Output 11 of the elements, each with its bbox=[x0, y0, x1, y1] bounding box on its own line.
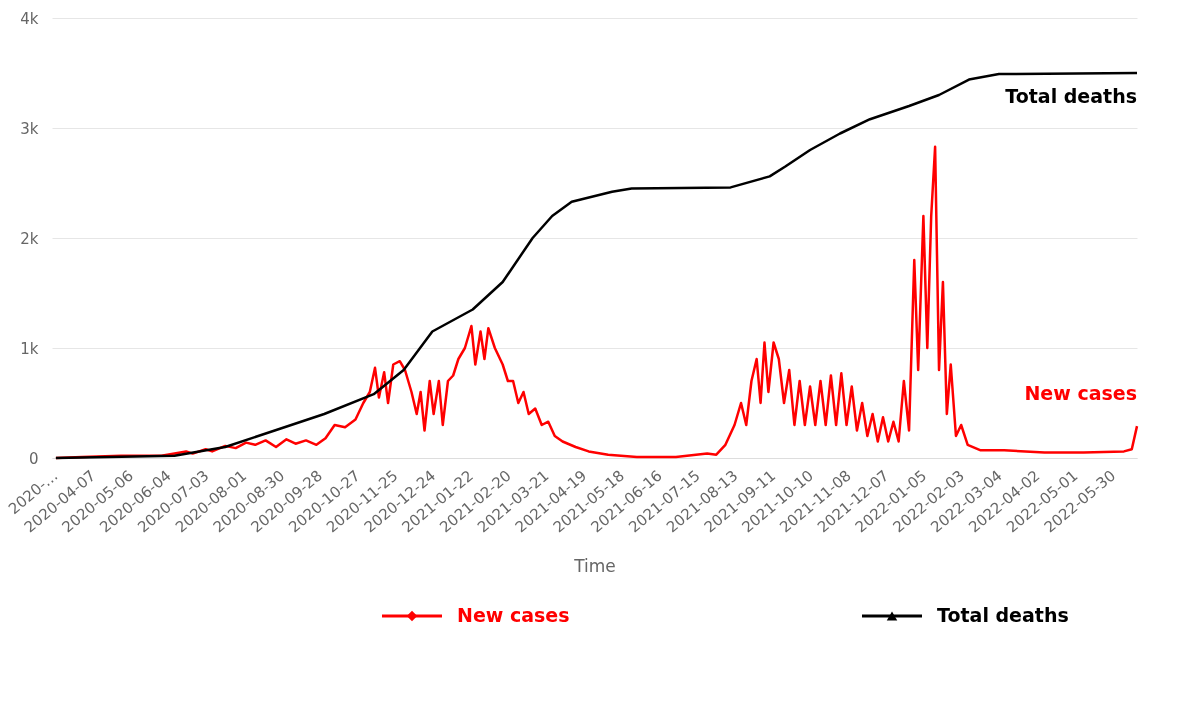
y-tick-label: 3k bbox=[20, 119, 39, 138]
legend-label: New cases bbox=[457, 604, 570, 626]
y-tick-label: 4k bbox=[20, 9, 39, 28]
text: New cases bbox=[1024, 382, 1137, 405]
line-series bbox=[54, 71, 1139, 460]
y-tick-label: 0 bbox=[28, 449, 39, 468]
text: Total deaths bbox=[1005, 85, 1137, 107]
legend-label: Total deaths bbox=[937, 604, 1069, 626]
y-tick-label: 2k bbox=[20, 229, 39, 248]
y-tick-label: 1k bbox=[20, 339, 39, 358]
x-axis-title: Time bbox=[573, 555, 616, 576]
